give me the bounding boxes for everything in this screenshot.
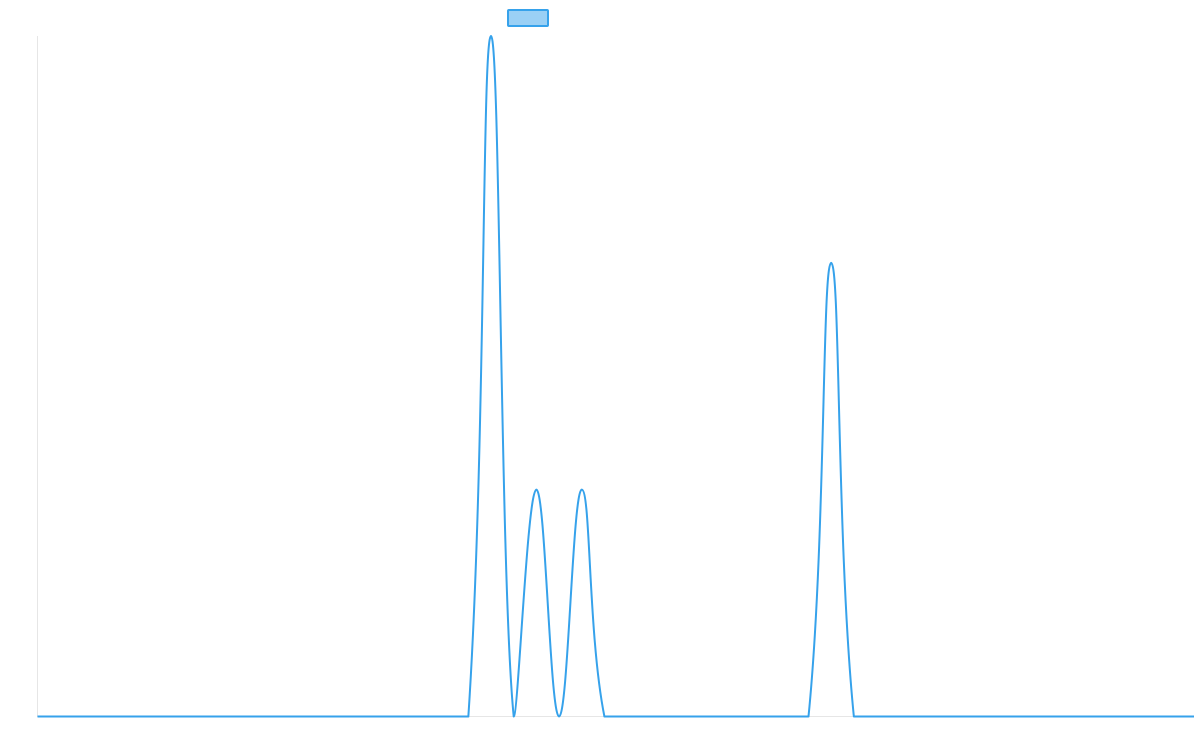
data-point-49[interactable] [1145,713,1153,721]
data-point-40[interactable] [941,713,949,721]
data-point-16[interactable] [396,713,404,721]
data-point-4[interactable] [124,713,132,721]
data-point-46[interactable] [1077,713,1085,721]
data-point-27[interactable] [646,713,654,721]
data-point-3[interactable] [102,713,110,721]
data-point-17[interactable] [419,713,427,721]
data-point-9[interactable] [238,713,246,721]
data-point-10[interactable] [260,713,268,721]
data-point-8[interactable] [215,713,223,721]
data-point-21[interactable] [510,713,518,721]
data-point-38[interactable] [895,713,903,721]
data-point-32[interactable] [759,713,767,721]
data-point-5[interactable] [147,713,155,721]
data-point-0[interactable] [34,713,42,721]
data-point-31[interactable] [736,713,744,721]
data-point-14[interactable] [351,713,359,721]
data-point-47[interactable] [1099,713,1107,721]
data-point-19[interactable] [464,713,472,721]
data-point-36[interactable] [850,713,858,721]
data-point-50[interactable] [1167,713,1175,721]
data-point-35[interactable] [827,259,835,267]
data-point-7[interactable] [192,713,200,721]
data-point-45[interactable] [1054,713,1062,721]
data-point-29[interactable] [691,713,699,721]
data-point-1[interactable] [56,713,64,721]
legend-swatch[interactable] [507,9,549,27]
data-point-43[interactable] [1009,713,1017,721]
data-point-24[interactable] [578,486,586,494]
data-point-13[interactable] [328,713,336,721]
data-point-30[interactable] [714,713,722,721]
series-layer [34,32,1198,721]
data-point-51[interactable] [1190,713,1198,721]
data-point-37[interactable] [873,713,881,721]
series-line-0 [37,35,1194,718]
data-point-20[interactable] [487,32,495,40]
data-point-25[interactable] [600,713,608,721]
data-point-12[interactable] [306,713,314,721]
data-point-41[interactable] [963,713,971,721]
data-point-39[interactable] [918,713,926,721]
data-point-44[interactable] [1031,713,1039,721]
data-point-15[interactable] [374,713,382,721]
data-point-42[interactable] [986,713,994,721]
data-point-48[interactable] [1122,713,1130,721]
data-point-2[interactable] [79,713,87,721]
data-point-28[interactable] [668,713,676,721]
data-point-18[interactable] [442,713,450,721]
data-point-11[interactable] [283,713,291,721]
data-point-26[interactable] [623,713,631,721]
data-point-23[interactable] [555,713,563,721]
data-point-33[interactable] [782,713,790,721]
data-point-6[interactable] [170,713,178,721]
data-point-34[interactable] [805,713,813,721]
data-point-22[interactable] [532,486,540,494]
